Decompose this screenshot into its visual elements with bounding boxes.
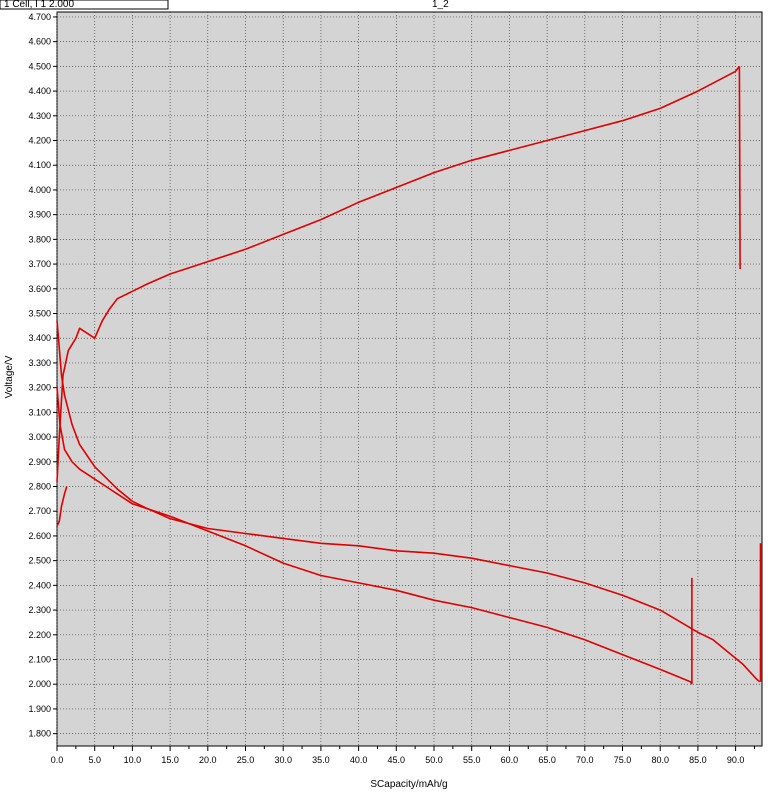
y-tick-label: 2.200 — [28, 630, 51, 640]
x-tick-label: 45.0 — [388, 755, 406, 765]
y-tick-label: 3.400 — [28, 333, 51, 343]
x-tick-label: 75.0 — [614, 755, 632, 765]
series-line-2 — [56, 65, 741, 482]
y-tick-label: 3.700 — [28, 259, 51, 269]
y-tick-label: 2.300 — [28, 605, 51, 615]
x-tick-label: 40.0 — [350, 755, 368, 765]
x-tick-label: 15.0 — [161, 755, 179, 765]
y-axis-ticks: 1.800 1.900 2.000 2.100 2.200 2.300 2.400 2.500… — [28, 12, 57, 739]
y-tick-label: 2.700 — [28, 506, 51, 516]
y-tick-label: 2.500 — [28, 556, 51, 566]
x-tick-label: 60.0 — [501, 755, 519, 765]
y-tick-label: 4.600 — [28, 37, 51, 47]
header-box — [0, 0, 169, 10]
x-tick-label: 0.0 — [51, 755, 64, 765]
y-tick-label: 3.000 — [28, 432, 51, 442]
y-tick-label: 4.300 — [28, 111, 51, 121]
y-tick-label: 3.600 — [28, 284, 51, 294]
x-tick-label: 25.0 — [237, 755, 255, 765]
y-tick-label: 2.900 — [28, 457, 51, 467]
x-tick-label: 65.0 — [538, 755, 556, 765]
y-tick-label: 3.900 — [28, 210, 51, 220]
y-tick-label: 3.500 — [28, 309, 51, 319]
y-tick-label: 4.100 — [28, 160, 51, 170]
y-tick-label: 4.000 — [28, 185, 51, 195]
y-tick-label: 1.800 — [28, 729, 51, 739]
y-axis-title: Voltage/V — [4, 355, 15, 398]
y-tick-label: 3.800 — [28, 234, 51, 244]
series-group — [56, 65, 762, 685]
header-center-text: 1_2 — [432, 0, 449, 10]
x-tick-label: 5.0 — [88, 755, 101, 765]
y-tick-label: 4.700 — [28, 12, 51, 22]
y-tick-label: 4.400 — [28, 86, 51, 96]
series-line-1 — [56, 486, 68, 527]
x-tick-label: 10.0 — [124, 755, 142, 765]
x-tick-label: 70.0 — [576, 755, 594, 765]
y-tick-label: 3.300 — [28, 358, 51, 368]
series-line-3 — [738, 66, 741, 270]
y-tick-label: 2.100 — [28, 655, 51, 665]
y-tick-label: 3.100 — [28, 407, 51, 417]
series-line-4 — [56, 320, 761, 683]
series-line-5 — [56, 387, 693, 685]
y-tick-label: 2.600 — [28, 531, 51, 541]
y-tick-label: 4.500 — [28, 61, 51, 71]
y-tick-label: 1.900 — [28, 704, 51, 714]
y-tick-label: 3.200 — [28, 383, 51, 393]
x-tick-label: 80.0 — [651, 755, 669, 765]
y-tick-label: 2.800 — [28, 482, 51, 492]
y-tick-label: 2.400 — [28, 580, 51, 590]
plot-area — [56, 11, 763, 747]
grid — [56, 12, 762, 746]
x-tick-label: 20.0 — [199, 755, 217, 765]
y-tick-label: 4.200 — [28, 136, 51, 146]
x-axis-title: SCapacity/mAh/g — [370, 779, 447, 790]
header-bar: 1 Cell, I 1 2.000 1_2 — [0, 0, 449, 10]
header-left-text: 1 Cell, I 1 2.000 — [4, 0, 74, 10]
x-tick-label: 85.0 — [689, 755, 707, 765]
x-tick-label: 55.0 — [463, 755, 481, 765]
x-tick-label: 90.0 — [727, 755, 745, 765]
y-tick-label: 2.000 — [28, 679, 51, 689]
x-axis-ticks: 0.0 5.0 10.0 15.0 20.0 25.0 30.0 35.0 40.0 45.0 50… — [51, 746, 755, 765]
x-tick-label: 30.0 — [274, 755, 292, 765]
x-tick-label: 35.0 — [312, 755, 330, 765]
x-tick-label: 50.0 — [425, 755, 443, 765]
